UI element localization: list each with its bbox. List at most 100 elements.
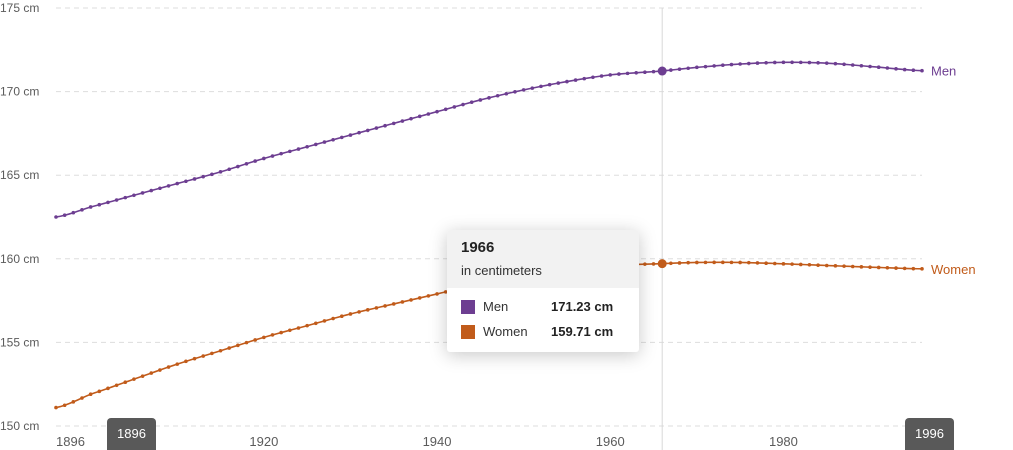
men-point (833, 61, 838, 66)
grid-layer (56, 7, 922, 427)
men-point (824, 61, 829, 65)
tooltip-row-value: 159.71 cm (551, 324, 614, 339)
men-point (175, 181, 180, 186)
men-point (842, 62, 846, 67)
men-point (651, 69, 656, 74)
men-point (279, 151, 283, 156)
y-tick-label: 170 cm (0, 85, 39, 99)
men-highlight-point (657, 66, 667, 76)
women-point (331, 316, 335, 321)
men-point (365, 128, 370, 133)
women-point (703, 260, 708, 265)
women-point (894, 266, 898, 270)
men-point (556, 81, 561, 85)
men-point (201, 174, 206, 179)
men-point (721, 63, 725, 68)
tooltip-unit-note: in centimeters (461, 263, 542, 278)
women-point (296, 326, 301, 330)
men-point (253, 159, 257, 163)
men-point (348, 133, 353, 137)
women-point (114, 383, 119, 388)
women-highlight-point (657, 259, 667, 269)
y-tick-label: 165 cm (0, 168, 39, 182)
men-point (868, 64, 872, 69)
women-point (236, 343, 240, 348)
women-point (383, 304, 387, 308)
men-point (790, 60, 794, 65)
men-point (781, 60, 786, 65)
men-point (210, 172, 214, 177)
women-point (71, 400, 76, 404)
women-point (339, 314, 344, 319)
women-point (643, 262, 647, 266)
men-color-swatch (461, 299, 475, 314)
men-point (461, 102, 465, 107)
x-tick-label: 1896 (56, 434, 85, 449)
women-point (166, 365, 171, 369)
men-point (478, 98, 483, 102)
men-point (374, 126, 379, 130)
men-point (513, 90, 517, 94)
women-point (417, 296, 422, 300)
timeline-start-handle[interactable]: 1896 (107, 418, 156, 450)
men-point (435, 109, 439, 114)
men-point (227, 167, 231, 172)
y-tick-label: 155 cm (0, 335, 39, 349)
men-line (55, 61, 923, 218)
men-point (669, 68, 673, 72)
men-point (885, 66, 890, 70)
men-point (296, 147, 301, 151)
men-point (88, 205, 93, 209)
men-point (547, 82, 552, 87)
tooltip-row-men: Men 171.23 cm (461, 294, 625, 319)
women-point (747, 260, 751, 265)
men-point (71, 210, 76, 215)
women-point (686, 260, 690, 265)
women-point (729, 260, 734, 265)
men-point (850, 63, 855, 67)
women-point (850, 264, 855, 269)
women-point (669, 261, 673, 266)
women-point (357, 310, 361, 314)
men-point (123, 195, 128, 200)
women-point (902, 266, 907, 271)
men-point (539, 84, 543, 89)
women-point (772, 261, 777, 266)
women-point (88, 392, 93, 397)
women-point (365, 308, 370, 312)
women-point (755, 261, 760, 265)
x-tick-label: 1920 (249, 434, 278, 449)
men-point (409, 116, 413, 121)
y-tick-label: 160 cm (0, 252, 39, 266)
men-point (816, 61, 820, 65)
men-point (755, 61, 760, 65)
women-point (322, 319, 327, 323)
women-series-label: Women (931, 262, 976, 277)
men-point (339, 135, 344, 140)
women-point (781, 262, 786, 266)
men-point (487, 96, 491, 100)
tooltip-row-women: Women 159.71 cm (461, 319, 625, 344)
men-point (625, 71, 630, 76)
men-point (565, 79, 569, 84)
women-point (149, 371, 154, 375)
women-point (409, 298, 413, 302)
women-point (885, 265, 890, 270)
women-point (695, 260, 699, 265)
men-point (911, 68, 916, 73)
men-point (798, 60, 803, 65)
women-point (920, 267, 924, 271)
women-point (210, 351, 214, 356)
men-point (357, 130, 361, 135)
men-point (80, 208, 84, 212)
men-point (634, 70, 639, 75)
x-tick-label: 1960 (596, 434, 625, 449)
women-point (833, 264, 838, 268)
men-point (591, 75, 595, 80)
timeline-end-handle[interactable]: 1996 (905, 418, 954, 450)
men-point (400, 119, 405, 123)
tooltip-body: Men 171.23 cm Women 159.71 cm (447, 288, 639, 352)
men-point (807, 60, 812, 65)
women-point (279, 330, 283, 335)
x-axis: 189619201940196019801996 (56, 434, 936, 449)
